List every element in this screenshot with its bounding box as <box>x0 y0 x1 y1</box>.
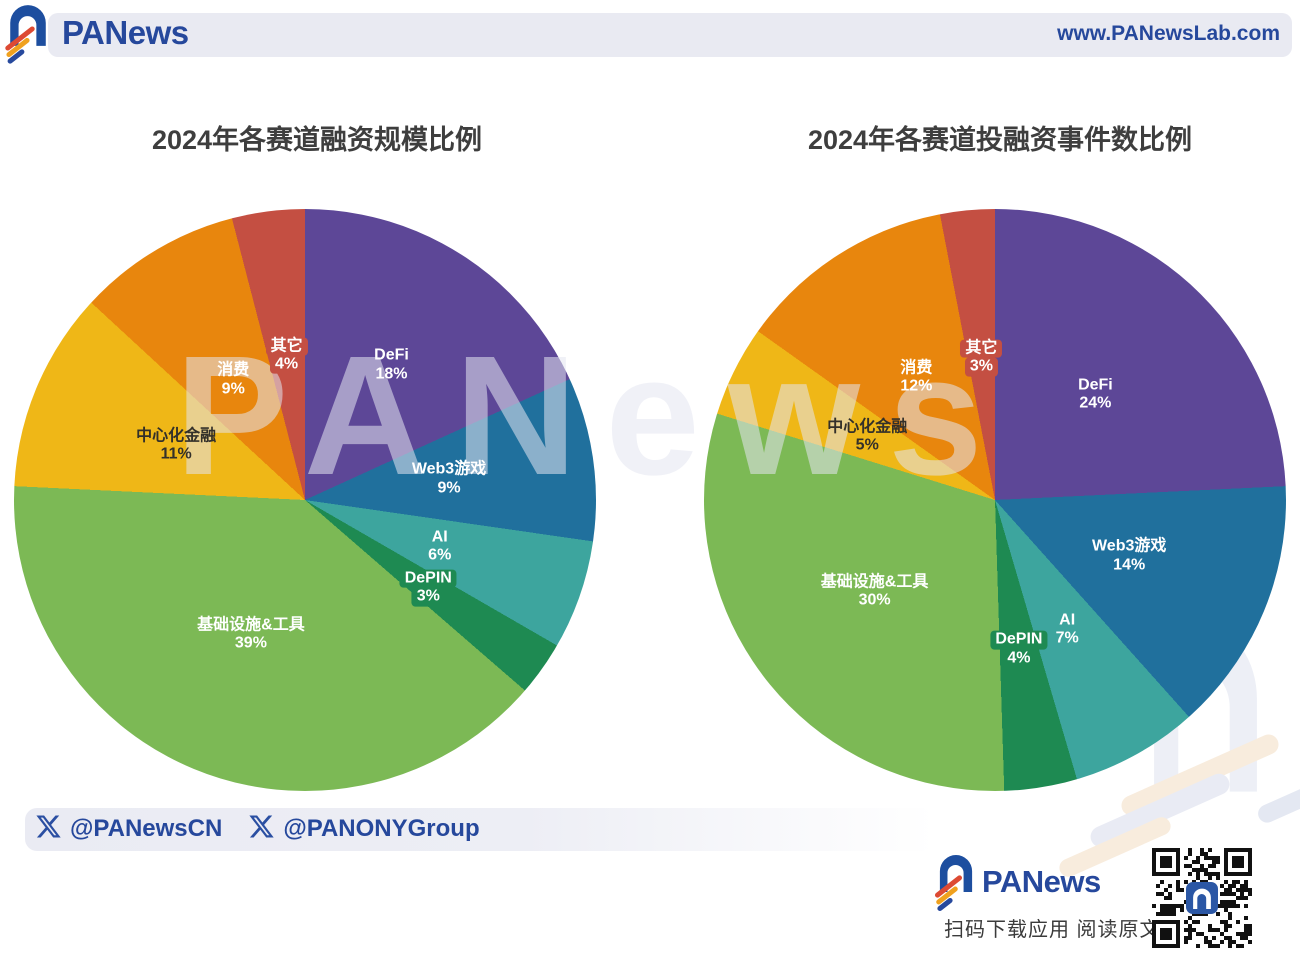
pie-slice-label: 中心化金融 11% <box>136 427 217 464</box>
x-handle-panonygroup: @PANONYGroup <box>248 813 480 845</box>
pie-slice-label: 消费 9% <box>217 361 250 398</box>
pie-slice-label: AI 7% <box>1055 611 1079 647</box>
pie-slice-label: Web3游戏 9% <box>411 460 487 497</box>
pie-slice-label: 中心化金融 5% <box>827 418 908 454</box>
x-icon <box>248 813 275 845</box>
left-chart-title: 2024年各赛道融资规模比例 <box>151 125 483 155</box>
pie-slice-label: AI 6% <box>428 528 452 564</box>
social-handles: @PANewsCN @PANONYGroup <box>35 813 492 845</box>
pie-slice-label: 基础设施&工具 39% <box>197 616 305 653</box>
brand-wordmark: PANews <box>62 14 189 51</box>
pie-slice-label: 基础设施&工具 30% <box>820 573 929 609</box>
pie-circle <box>14 209 596 791</box>
handle-text: @PANONYGroup <box>283 815 480 842</box>
pie-slice-label: 消费 12% <box>900 359 933 395</box>
pie-slice-label: DePIN 4% <box>990 631 1048 668</box>
pie-slice-label: 其它 3% <box>960 339 1003 377</box>
qr-center-logo <box>1186 882 1218 914</box>
qr-code <box>1152 848 1252 948</box>
x-icon <box>35 813 62 845</box>
footer-tagline: 扫码下载应用 阅读原文 <box>944 919 1161 941</box>
pie-circle <box>704 209 1286 791</box>
funding-scale-pie: DeFi 18% Web3游戏 9% AI 6% DePIN 3% 基础设施&工具 39% 中心化金… <box>14 209 596 791</box>
header-band <box>48 13 1292 57</box>
event-count-pie: DeFi 24% Web3游戏 14% AI 7% DePIN 4% 基础设施&工具 30% 中心化… <box>704 209 1286 791</box>
pie-slice-label: Web3游戏 14% <box>1091 537 1167 574</box>
pie-slice-label: DeFi 18% <box>374 346 409 383</box>
pie-slice-label: 其它 4% <box>265 337 308 375</box>
x-handle-panewscn: @PANewsCN <box>35 813 222 845</box>
footer-band <box>25 808 935 851</box>
pie-slice-label: DePIN 3% <box>399 569 457 607</box>
right-chart-title: 2024年各赛道投融资事件数比例 <box>807 125 1193 155</box>
pie-slice-label: DeFi 24% <box>1078 376 1113 412</box>
footer-brand-wordmark: PANews <box>982 864 1101 899</box>
handle-text: @PANewsCN <box>70 815 223 842</box>
site-url: www.PANewsLab.com <box>1057 22 1280 45</box>
